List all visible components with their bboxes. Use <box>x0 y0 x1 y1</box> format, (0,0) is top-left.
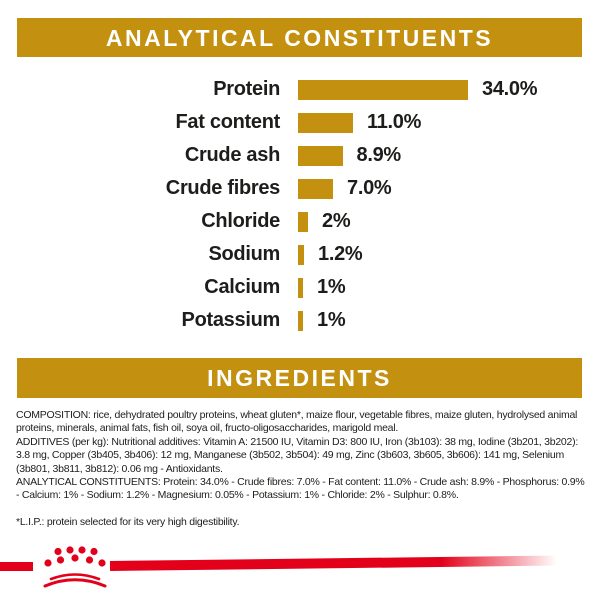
bar-value: 8.9% <box>356 144 402 166</box>
chart-row: Calcium 1% <box>0 271 600 304</box>
chart-row: Crude fibres 7.0% <box>0 172 600 205</box>
chart-row: Fat content 11.0% <box>0 106 600 139</box>
bar-value: 11.0% <box>367 111 422 133</box>
bar-value: 2% <box>322 210 351 232</box>
brand-stripe-right <box>109 555 558 571</box>
bar-label: Calcium <box>204 276 280 298</box>
bar-value: 1% <box>317 309 346 331</box>
bar <box>298 79 468 100</box>
bar-label: Crude ash <box>184 144 280 166</box>
royal-canin-crown-icon <box>43 546 107 588</box>
bar-label: Crude fibres <box>165 177 281 199</box>
chart-row: Sodium 1.2% <box>0 238 600 271</box>
ingredients-text-block: COMPOSITION: rice, dehydrated poultry pr… <box>16 409 586 503</box>
bar-label: Sodium <box>208 243 280 265</box>
bar-value: 34.0% <box>482 78 538 100</box>
composition-paragraph: COMPOSITION: rice, dehydrated poultry pr… <box>16 409 578 435</box>
bar-label: Fat content <box>175 111 281 133</box>
bar-label: Chloride <box>201 210 280 232</box>
chart-row: Protein 34.0% <box>0 73 600 106</box>
bar <box>298 112 353 133</box>
chart-row: Potassium 1% <box>0 304 600 337</box>
lip-footnote: *L.I.P.: protein selected for its very h… <box>16 516 240 528</box>
additives-paragraph: ADDITIVES (per kg): Nutritional additive… <box>16 435 579 475</box>
bar <box>298 310 303 331</box>
analytical-constituents-header: ANALYTICAL CONSTITUENTS <box>17 18 582 57</box>
bar-value: 7.0% <box>347 177 392 199</box>
bar-value: 1% <box>317 276 346 298</box>
bar <box>298 277 303 298</box>
bar-value: 1.2% <box>318 243 363 265</box>
analytical-constituents-chart: Protein 34.0% Fat content 11.0% Crude as… <box>0 73 600 337</box>
bar <box>298 145 343 166</box>
bar-label: Potassium <box>181 309 281 331</box>
chart-row: Chloride 2% <box>0 205 600 238</box>
chart-row: Crude ash 8.9% <box>0 139 600 172</box>
bar <box>298 178 333 199</box>
bar-label: Protein <box>213 78 280 100</box>
bar <box>298 211 308 232</box>
brand-stripe-left <box>0 562 33 571</box>
analytical-constituents-paragraph: ANALYTICAL CONSTITUENTS: Protein: 34.0% … <box>16 476 585 502</box>
ingredients-header: INGREDIENTS <box>17 358 582 398</box>
bar <box>298 244 304 265</box>
